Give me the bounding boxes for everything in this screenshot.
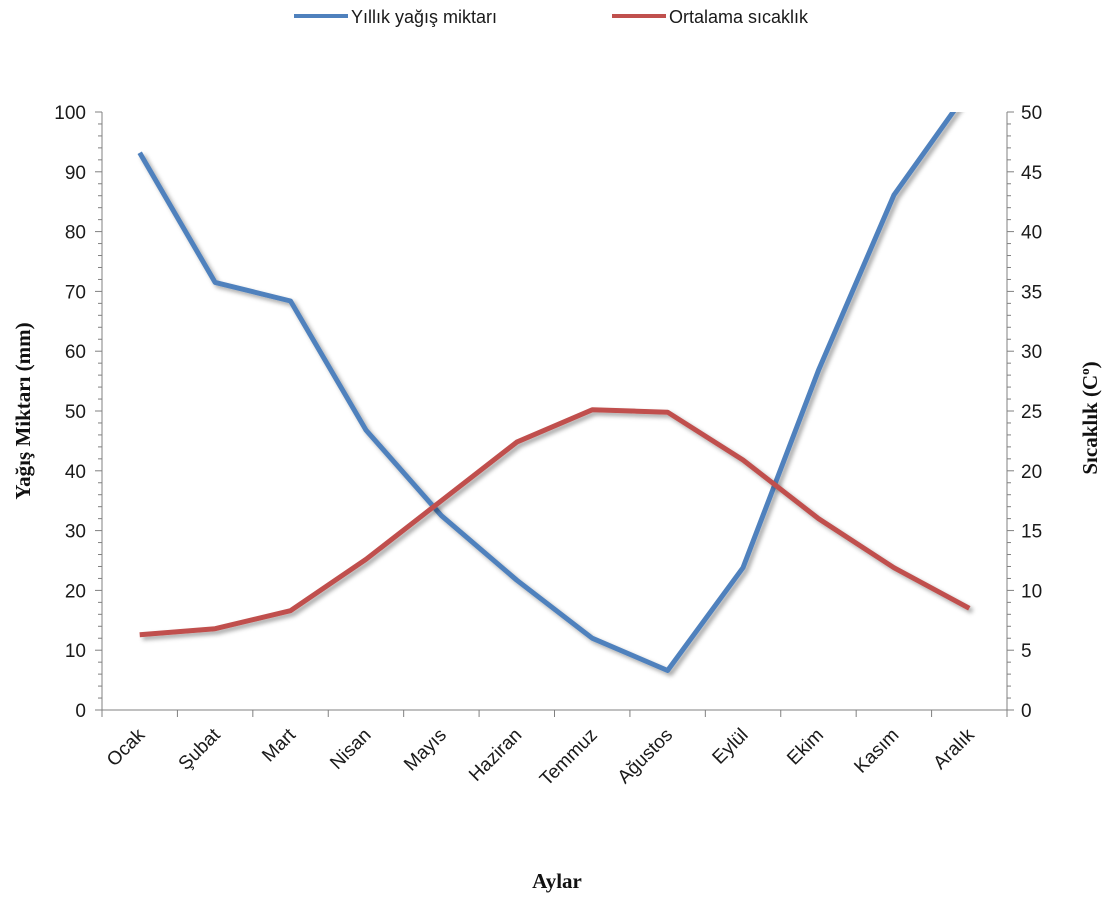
left-axis-title: Yağış Miktarı (mm) xyxy=(11,322,35,499)
x-tick-label: Mayıs xyxy=(400,725,451,776)
left-y-tick-label: 0 xyxy=(75,701,86,722)
legend: Yıllık yağış miktarı Ortalama sıcaklık xyxy=(294,7,809,27)
left-y-tick-label: 90 xyxy=(65,163,86,184)
left-y-tick-label: 50 xyxy=(65,402,86,423)
right-y-tick-label: 5 xyxy=(1021,641,1032,662)
right-axis-title-superscript: o xyxy=(1077,368,1092,375)
left-y-ticks: 0 10 20 30 40 50 60 70 80 90 100 xyxy=(54,103,102,722)
right-y-ticks: 0 5 10 15 20 25 30 35 40 45 50 xyxy=(1007,103,1042,722)
right-y-tick-label: 20 xyxy=(1021,462,1042,483)
x-tick-label: Aralık xyxy=(930,724,980,774)
legend-label-temperature: Ortalama sıcaklık xyxy=(669,7,809,27)
x-tick-label: Nisan xyxy=(326,725,375,774)
series-line-rainfall xyxy=(137,112,957,673)
x-tick-label: Mart xyxy=(258,724,300,766)
right-y-tick-label: 30 xyxy=(1021,342,1042,363)
series-layer xyxy=(137,112,971,673)
right-axis-title-main: Sıcaklık (C xyxy=(1078,375,1102,475)
x-tick-label: Eylül xyxy=(709,725,753,769)
x-tick-label: Ocak xyxy=(103,724,150,771)
right-y-tick-label: 40 xyxy=(1021,223,1042,244)
x-tick-label: Haziran xyxy=(465,725,526,786)
right-y-tick-label: 10 xyxy=(1021,581,1042,602)
left-y-tick-label: 40 xyxy=(65,462,86,483)
left-y-tick-label: 10 xyxy=(65,641,86,662)
x-tick-label: Şubat xyxy=(175,724,225,774)
left-y-tick-label: 30 xyxy=(65,522,86,543)
left-y-tick-label: 20 xyxy=(65,581,86,602)
x-tick-label: Ekim xyxy=(783,725,828,770)
x-tick-label: Temmuz xyxy=(536,725,602,791)
right-y-tick-label: 50 xyxy=(1021,103,1042,124)
left-y-tick-label: 80 xyxy=(65,223,86,244)
x-axis-title: Aylar xyxy=(532,869,582,893)
right-y-tick-label: 0 xyxy=(1021,701,1032,722)
right-y-tick-label: 25 xyxy=(1021,402,1042,423)
left-y-tick-label: 60 xyxy=(65,342,86,363)
x-axis-ticks: Ocak Şubat Mart Nisan Mayıs Haziran Temmuz Ağus… xyxy=(101,710,1008,791)
x-tick-label: Ağustos xyxy=(614,725,677,788)
legend-label-rainfall: Yıllık yağış miktarı xyxy=(351,7,497,27)
x-tick-label: Kasım xyxy=(850,725,903,778)
right-axis-title-close: ) xyxy=(1078,361,1102,368)
left-y-tick-label: 70 xyxy=(65,282,86,303)
right-axis-title: Sıcaklık (Co) xyxy=(1077,361,1102,474)
right-y-tick-label: 45 xyxy=(1021,163,1042,184)
right-y-tick-label: 15 xyxy=(1021,522,1042,543)
series-line-temperature xyxy=(139,407,971,638)
right-y-tick-label: 35 xyxy=(1021,282,1042,303)
axes xyxy=(101,112,1008,711)
left-y-tick-label: 100 xyxy=(54,103,86,124)
